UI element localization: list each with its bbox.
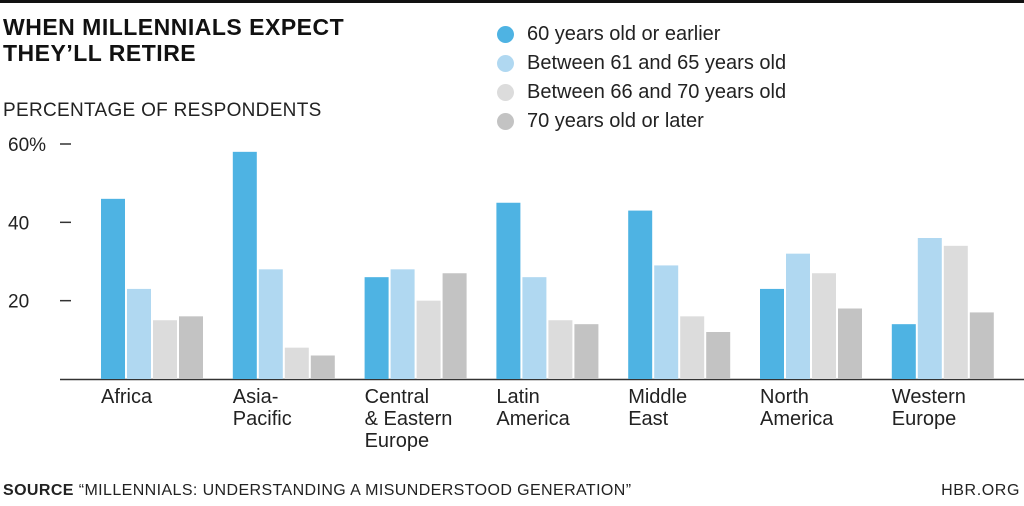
bar — [574, 324, 599, 379]
x-category-label: Latin America — [496, 386, 570, 430]
x-category-label-line: Africa — [101, 386, 153, 408]
top-rule — [0, 0, 1024, 3]
bar — [442, 273, 467, 379]
x-category-label: Africa — [101, 386, 153, 408]
legend-swatch — [497, 55, 514, 72]
bar — [310, 355, 335, 379]
legend-swatch — [497, 84, 514, 101]
x-category-label-line: Western — [892, 386, 966, 408]
bar — [891, 324, 916, 379]
y-tick-label: 20 — [8, 292, 29, 313]
bar — [838, 308, 862, 379]
legend-item: 60 years old or earlier — [497, 20, 786, 49]
x-category-label-line: East — [628, 408, 668, 430]
bar — [786, 253, 810, 379]
x-category-label-line: Pacific — [233, 408, 292, 430]
y-tick-label: 40 — [8, 213, 29, 234]
x-category-label-line: Middle — [628, 386, 687, 408]
bar — [812, 273, 836, 379]
bar — [101, 198, 125, 379]
legend-item: 70 years old or later — [497, 107, 786, 136]
bar — [153, 320, 177, 379]
source-text: “MILLENNIALS: UNDERSTANDING A MISUNDERST… — [78, 482, 632, 499]
x-category-label-line: & Eastern — [365, 408, 453, 430]
x-category-label: Western Europe — [892, 386, 966, 430]
bar — [969, 312, 994, 379]
bar — [390, 269, 415, 379]
bar — [258, 269, 283, 379]
brand-url: HBR.ORG — [941, 482, 1020, 499]
x-category-label-line: Latin — [496, 386, 539, 408]
bar — [943, 245, 968, 379]
x-category-label-line: America — [760, 408, 834, 430]
x-category-label-line: Europe — [365, 430, 430, 452]
source-label: SOURCE — [3, 482, 74, 499]
legend-label: 70 years old or later — [527, 110, 704, 132]
bar — [364, 277, 389, 379]
bar — [496, 202, 521, 379]
x-category-label-line: Europe — [892, 408, 957, 430]
x-category-label: Middle East — [628, 386, 687, 430]
bar-chart: 20 40 60% Africa Asia-Pacific Central & Easter… — [8, 135, 1024, 452]
bar — [917, 238, 942, 379]
x-category-label: North America — [760, 386, 834, 430]
y-tick-label: 60% — [8, 135, 46, 156]
source-note: SOURCE “MILLENNIALS: UNDERSTANDING A MIS… — [3, 482, 631, 500]
bar — [628, 210, 653, 379]
x-category-label: Asia-Pacific — [233, 386, 292, 430]
bar — [760, 288, 784, 379]
bar — [284, 347, 309, 379]
legend-label: Between 66 and 70 years old — [527, 81, 787, 103]
bar — [416, 300, 441, 379]
legend-item: Between 66 and 70 years old — [497, 78, 786, 107]
x-category-label-line: Asia- — [233, 386, 279, 408]
chart-title: WHEN MILLENNIALS EXPECT THEY’LL RETIRE — [3, 14, 345, 66]
legend-label: 60 years old or earlier — [527, 23, 721, 45]
bar — [522, 277, 547, 379]
x-category-label-line: Central — [365, 386, 429, 408]
bar — [654, 265, 679, 379]
legend-label: Between 61 and 65 years old — [527, 52, 787, 74]
bar — [232, 151, 257, 379]
bar — [127, 288, 151, 379]
chart-subtitle: PERCENTAGE OF RESPONDENTS — [3, 100, 322, 121]
legend: 60 years old or earlier Between 61 and 6… — [497, 20, 786, 136]
bar — [680, 316, 705, 379]
x-category-label-line: America — [496, 408, 570, 430]
bar — [548, 320, 573, 379]
x-category-label-line: North — [760, 386, 809, 408]
bar — [179, 316, 203, 379]
bar — [706, 332, 731, 379]
legend-item: Between 61 and 65 years old — [497, 49, 786, 78]
legend-swatch — [497, 26, 514, 43]
x-category-label: Central & Eastern Europe — [365, 386, 453, 452]
legend-swatch — [497, 113, 514, 130]
